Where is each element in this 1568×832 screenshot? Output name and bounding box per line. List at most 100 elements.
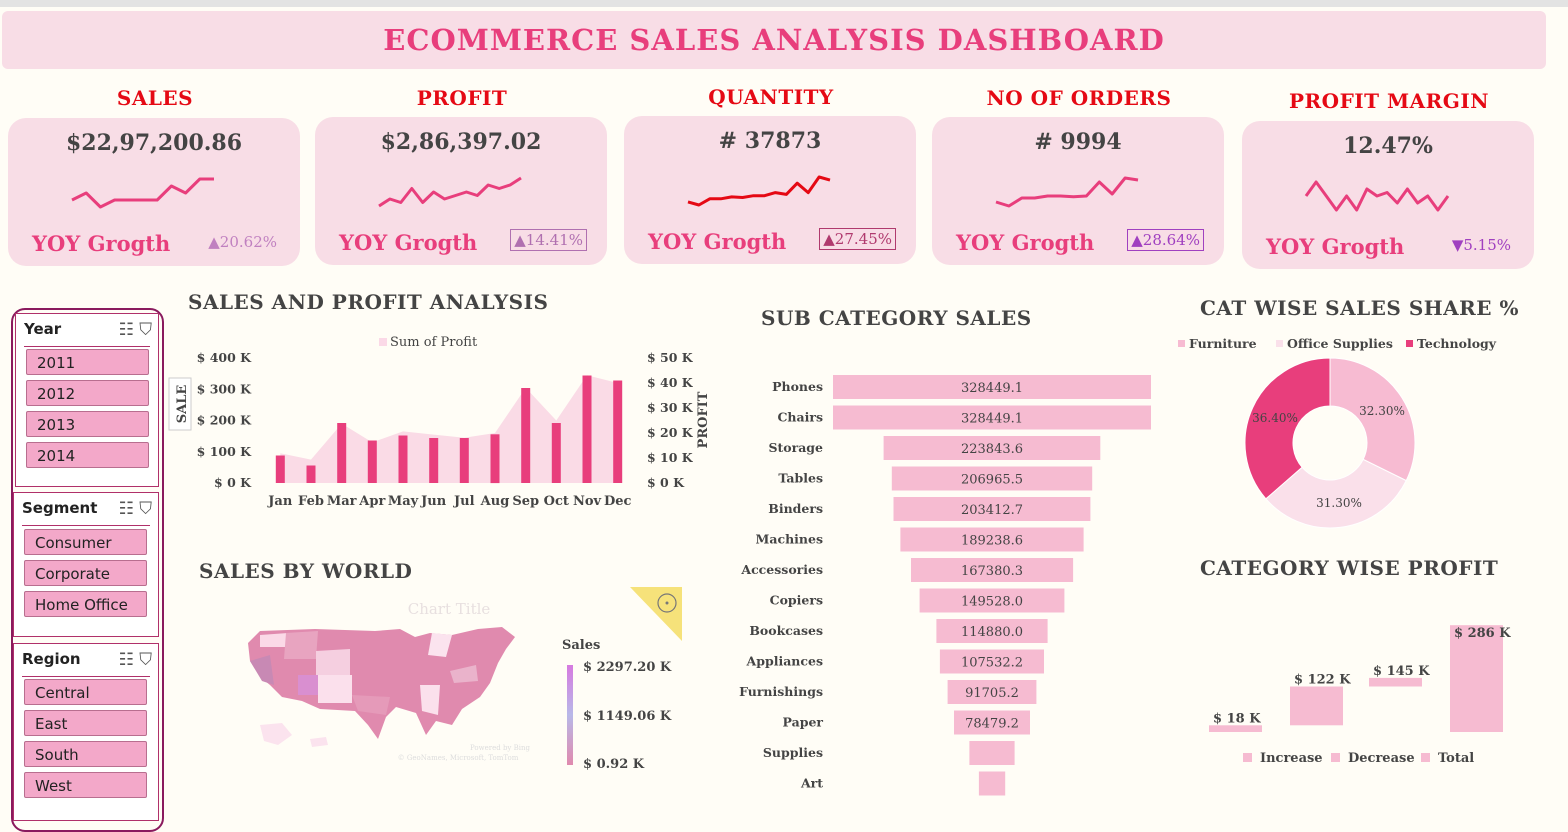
waterfall-label-1: $ 122 K [1294,673,1351,688]
funnel-bar-Bookcases [936,619,1048,643]
x-tick-Apr: Apr [358,494,385,509]
clear-filter-icon[interactable]: ⛉ [139,499,152,519]
funnel-cat-Machines: Machines [756,532,823,547]
waterfall-bar-1 [1290,686,1343,726]
y-tick-left: $ 100 K [197,444,252,459]
waterfall-bar-2 [1369,677,1422,687]
multi-select-icon[interactable]: ☷ [118,320,134,340]
legend-swatch-profit [379,338,387,346]
map-locate-icon[interactable] [630,587,682,641]
clear-filter-icon[interactable]: ⛉ [139,650,152,670]
profit-bar-Apr [367,440,377,483]
donut-legend-Office Supplies: Office Supplies [1287,336,1393,351]
kpi-yoy-label: YOY Grogth [339,230,478,255]
map-attribution-bing: Powered by Bing [470,744,531,752]
multi-select-icon[interactable]: ☷ [118,499,134,519]
sparkline-path [71,177,214,209]
y-tick-left: $ 0 K [214,475,252,490]
funnel-cat-Chairs: Chairs [777,410,823,425]
x-tick-Feb: Feb [298,494,324,509]
multi-select-icon[interactable]: ☷ [118,650,134,670]
kpi-value: # 37873 [718,128,822,154]
x-tick-Oct: Oct [544,494,569,509]
waterfall-legend-swatch [1331,753,1340,762]
kpi-yoy-label: YOY Grogth [956,230,1095,255]
sales-world-title: SALES BY WORLD [199,559,413,583]
kpi-card-1: $2,86,397.02 YOY Grogth ▲14.41% [315,117,607,265]
usa-map-shape[interactable] [248,627,515,747]
x-tick-Jul: Jul [453,494,475,509]
kpi-card-0: $22,97,200.86 YOY Grogth ▲20.62% [8,118,300,266]
funnel-bar-Phones [833,375,1151,399]
sales-profit-chart: Sum of Profit $ 0 K $ 100 K $ 200 K $ 300 K $… [168,335,711,509]
kpi-yoy-badge: ▼5.15% [1451,236,1511,254]
region-slicer: Region ☷ ⛉ Central East South West [13,643,159,821]
x-tick-Sep: Sep [512,494,539,509]
kpi-title-3: NO OF ORDERS [986,86,1172,110]
kpi-sparkline [1304,180,1450,212]
year-item-2012[interactable]: 2012 [26,380,149,406]
kpi-value: 12.47% [1343,133,1433,159]
year-item-2014[interactable]: 2014 [26,442,149,468]
region-slicer-title: Region [22,650,81,668]
segment-item-consumer[interactable]: Consumer [24,529,147,555]
kpi-card-4: 12.47% YOY Grogth ▼5.15% [1242,121,1534,269]
donut-legend-swatch [1276,340,1283,347]
funnel-cat-Binders: Binders [768,501,823,516]
donut-slice-Office Supplies [1265,458,1407,529]
map-legend-gradient [567,665,573,765]
segment-slicer: Segment ☷ ⛉ Consumer Corporate Home Offi… [13,492,159,637]
funnel-value-Phones: 328449.1 [961,381,1023,396]
funnel-bar-Furnishings [947,680,1037,704]
clear-filter-icon[interactable]: ⛉ [139,320,152,340]
y-axis-title-box [168,377,192,431]
y-tick-right: $ 30 K [647,400,694,415]
funnel-value-Machines: 189238.6 [961,534,1023,549]
funnel-cat-Storage: Storage [768,440,823,455]
donut-legend-swatch [1406,340,1413,347]
waterfall-legend-swatch [1243,753,1252,762]
region-item-south[interactable]: South [24,741,147,767]
kpi-sparkline [71,177,214,209]
profit-bar-Jan [275,455,285,483]
y2-axis-title: PROFIT [696,391,711,448]
segment-item-corporate[interactable]: Corporate [24,560,147,586]
map-legend-min: $ 0.92 K [583,757,645,772]
kpi-value: $22,97,200.86 [65,130,243,156]
funnel-cat-Paper: Paper [783,715,824,730]
segment-slicer-title: Segment [22,499,98,517]
funnel-value-Bookcases: 114880.0 [961,625,1023,640]
donut-slice-Technology [1244,357,1331,500]
region-item-central[interactable]: Central [24,679,147,705]
map-legend-title: Sales [562,638,600,653]
kpi-yoy-badge: ▲14.41% [510,229,587,251]
funnel-bar-Art [978,771,1006,796]
year-item-2011[interactable]: 2011 [26,349,149,375]
segment-item-home-office[interactable]: Home Office [24,591,147,617]
x-tick-Mar: Mar [327,494,357,509]
x-tick-Jan: Jan [267,494,293,509]
y-tick-right: $ 10 K [647,450,694,465]
region-item-west[interactable]: West [24,772,147,798]
funnel-value-Storage: 223843.6 [961,442,1023,457]
funnel-cat-Copiers: Copiers [770,593,823,608]
donut-label-Office Supplies: 31.30% [1316,496,1362,510]
kpi-value: $2,86,397.02 [380,129,542,155]
region-item-east[interactable]: East [24,710,147,736]
profit-bar-Nov [582,375,592,483]
funnel-bar-Tables [891,466,1093,491]
x-tick-Jun: Jun [420,494,447,509]
kpi-card-3: # 9994 YOY Grogth ▲28.64% [932,117,1224,265]
funnel-bar-Appliances [939,649,1044,674]
year-item-2013[interactable]: 2013 [26,411,149,437]
sales-profit-title: SALES AND PROFIT ANALYSIS [188,290,549,314]
funnel-bar-Chairs [833,405,1151,430]
funnel-value-Binders: 203412.7 [961,503,1023,518]
kpi-yoy-label: YOY Grogth [1266,234,1405,259]
waterfall-legend-Total: Total [1438,751,1474,766]
x-tick-Aug: Aug [480,494,510,509]
map-chart-title: Chart Title [408,600,491,618]
y-tick-left: $ 300 K [197,381,252,396]
y-tick-right: $ 20 K [647,425,694,440]
waterfall-label-0: $ 18 K [1213,711,1261,726]
